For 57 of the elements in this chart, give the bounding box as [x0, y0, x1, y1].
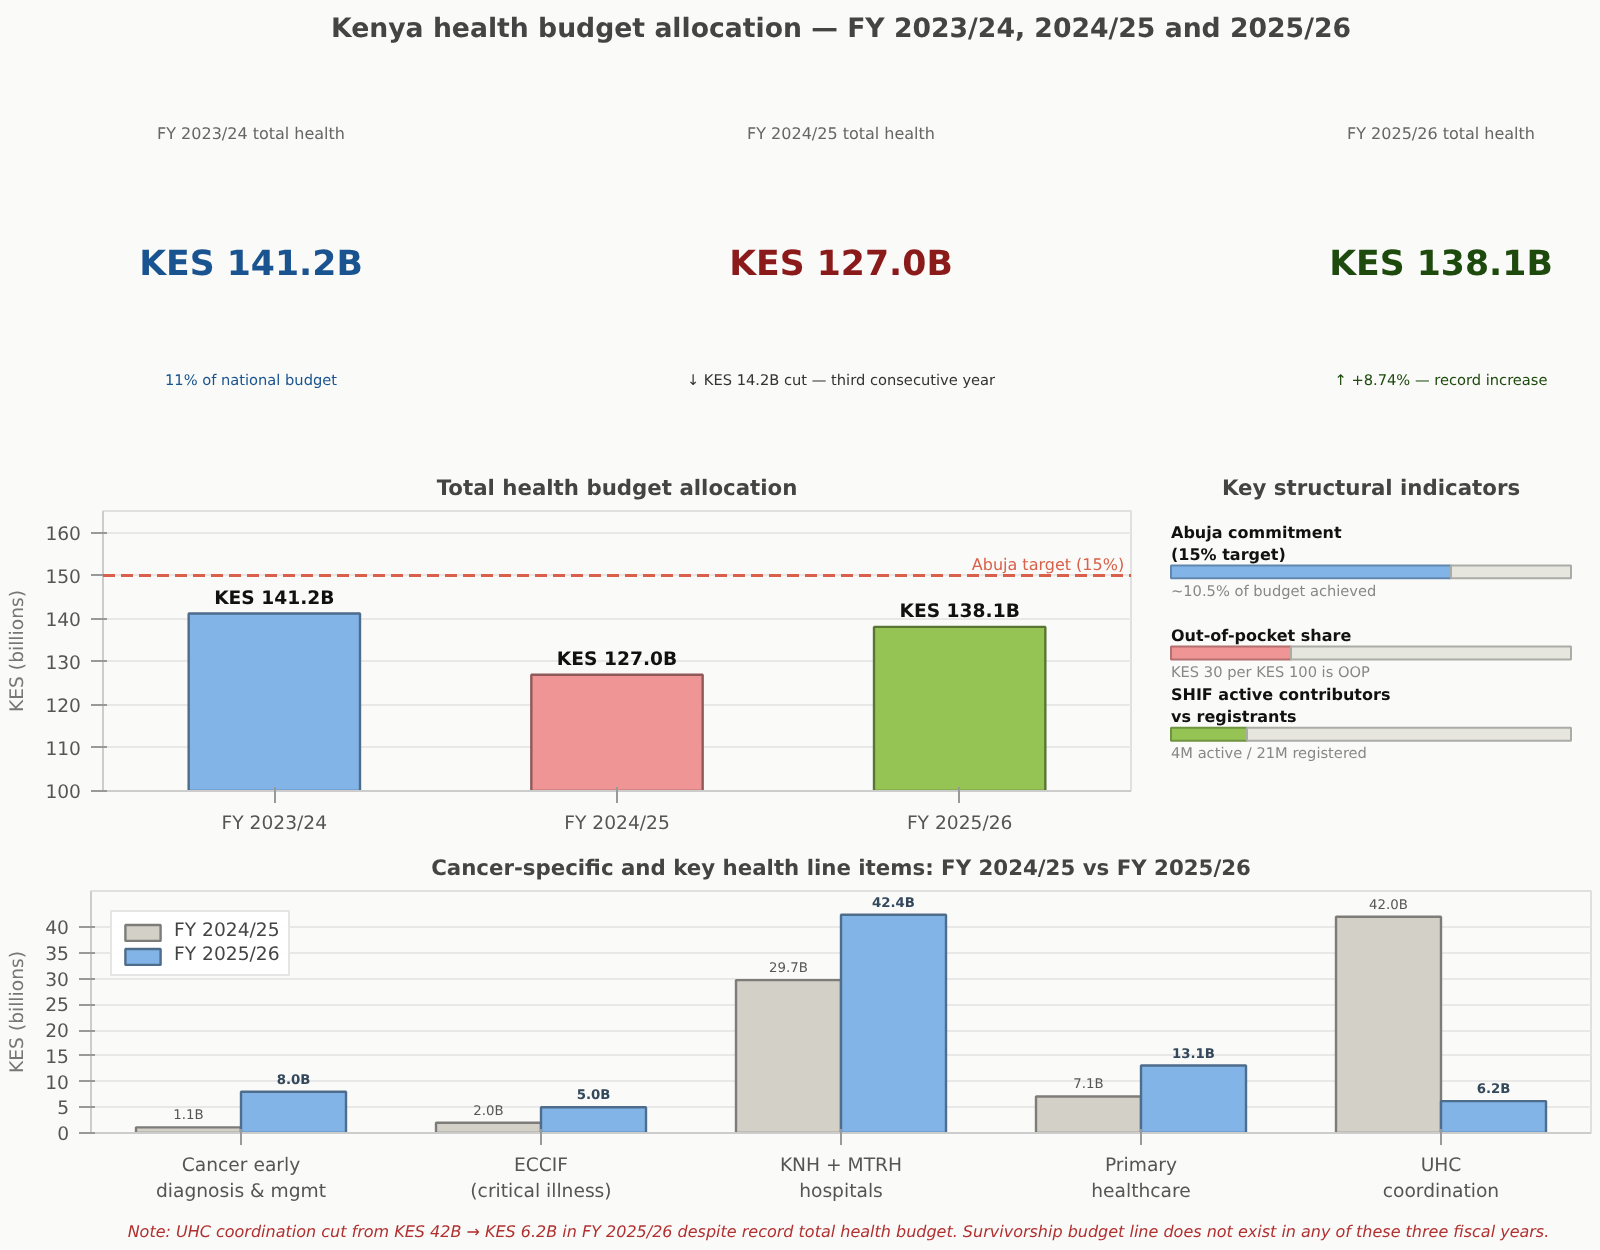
y-tick-label: 120	[45, 695, 82, 718]
text: KES 127.0B	[729, 244, 953, 285]
chart-title: Key structural indicators	[1221, 475, 1521, 501]
bar	[1170, 726, 1248, 742]
x-tick-label: FY 2024/25	[564, 813, 670, 835]
y-tick-label: 130	[45, 652, 82, 675]
y-tick-label: 15	[45, 1046, 70, 1069]
y-tick-label: 150	[45, 566, 82, 589]
x-tick-label: FY 2025/26	[906, 813, 1013, 835]
y-tick-label: 160	[45, 523, 82, 546]
y-tick-label: 140	[45, 609, 82, 632]
x-tick-label: KNH + MTRH hospitals	[779, 1155, 903, 1204]
y-tick-label: 100	[45, 782, 82, 804]
legend-label: FY 2025/26	[174, 944, 280, 966]
x-tick-label: Cancer early diagnosis & mgmt	[155, 1155, 327, 1204]
text: FY 2025/26 total health	[1347, 125, 1535, 144]
y-tick-label: 10	[45, 1072, 70, 1095]
text: KES 141.2B	[139, 244, 363, 285]
text: Kenya health budget allocation — FY 2023/24, 2024/25 and 2025/26	[331, 15, 1352, 45]
y-tick-label: 20	[45, 1021, 70, 1044]
y-tick-label: Abuja commitment (15% target)	[1171, 524, 1342, 564]
data-label: KES 141.2B	[214, 587, 335, 610]
bar	[1139, 1064, 1248, 1133]
text: Note: UHC coordination cut from KES 42B → KES 6.2B in FY 2025/26 despite record total health budget. Survivorship budget line does not exist in any of these three fiscal years.	[127, 1223, 1550, 1241]
y-tick-label: 40	[45, 918, 70, 941]
bar	[1290, 645, 1572, 661]
text: FY 2024/25 total health	[747, 125, 935, 144]
bar	[239, 1090, 348, 1133]
x-tick-label: ECCIF (critical illness)	[470, 1155, 612, 1204]
y-tick-label: 35	[45, 943, 70, 966]
y-tick-label: 110	[45, 738, 82, 761]
bar	[839, 913, 948, 1133]
data-label: KES 127.0B	[556, 648, 678, 671]
bar	[1170, 645, 1292, 661]
y-tick-label: SHIF active contributors vs registrants	[1171, 686, 1391, 727]
y-axis-title: KES (billions)	[7, 951, 30, 1073]
chart-title: Total health budget allocation	[436, 475, 798, 501]
bar	[1246, 726, 1572, 742]
text: FY 2023/24 total health	[157, 125, 345, 144]
y-tick-label: 5	[57, 1098, 70, 1121]
y-axis-title: KES (billions)	[7, 590, 30, 712]
x-tick-label: UHC coordination	[1382, 1155, 1500, 1204]
y-tick-label: 0	[57, 1124, 70, 1146]
text: KES 138.1B	[1329, 244, 1553, 285]
bar	[539, 1106, 648, 1133]
y-tick-label: 30	[45, 969, 70, 992]
y-tick-label: 25	[45, 995, 70, 1018]
bar	[1170, 564, 1452, 580]
data-label: KES 138.1B	[899, 600, 1020, 623]
chart-title: Cancer-specific and key health line items: FY 2024/25 vs FY 2025/26	[431, 855, 1251, 881]
ref-line-label: Abuja target (15%)	[971, 555, 1125, 574]
x-tick-label: Primary healthcare	[1091, 1155, 1192, 1204]
bar	[1439, 1099, 1548, 1133]
x-tick-label: FY 2023/24	[221, 813, 328, 835]
y-tick-label: Out-of-pocket share	[1171, 626, 1353, 645]
bar	[1450, 564, 1572, 580]
legend-label: FY 2024/25	[174, 920, 280, 942]
